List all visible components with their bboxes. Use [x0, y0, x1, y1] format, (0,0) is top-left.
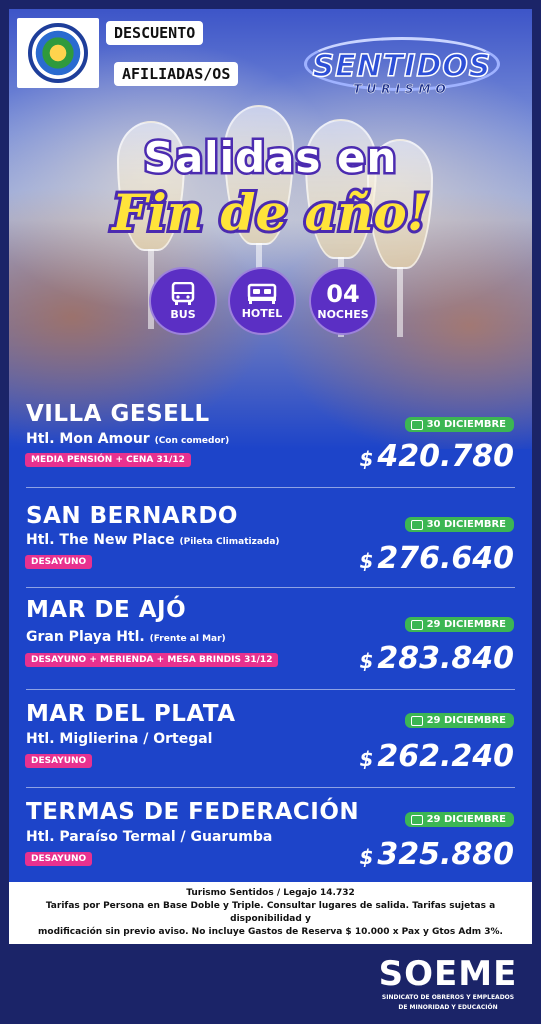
departure-date-badge: 29 DICIEMBRE — [404, 812, 514, 827]
price: $276.640 — [359, 541, 514, 576]
nights-number: 04 — [326, 279, 360, 308]
meal-plan-badge: DESAYUNO — [25, 555, 93, 569]
glass-image — [305, 119, 377, 259]
destination-hotel: Htl. Miglierina / Ortegal — [26, 731, 213, 747]
meal-plan-badge: MEDIA PENSIÓN + CENA 31/12 — [25, 453, 191, 467]
headline-line1: Salidas en — [141, 131, 399, 185]
destination-name: TERMAS DE FEDERACIÓN — [26, 799, 360, 825]
union-subtitle-1: SINDICATO DE OBREROS Y EMPLEADOS — [381, 994, 515, 1001]
brand-name: SENTIDOS — [312, 48, 492, 85]
destination-name: MAR DEL PLATA — [26, 701, 236, 727]
union-name: SOEME — [378, 954, 518, 994]
price: $420.780 — [359, 439, 514, 474]
union-logo: SOEME SINDICATO DE OBREROS Y EMPLEADOS D… — [373, 956, 523, 1012]
destination-hotel: Gran Playa Htl. (Frente al Mar) — [26, 629, 226, 645]
destination-name: VILLA GESELL — [26, 401, 210, 427]
bus-badge: BUS — [149, 267, 217, 335]
nights-badge: 04 NOCHES — [309, 267, 377, 335]
union-subtitle-2: DE MINORIDAD Y EDUCACIÓN — [398, 1004, 498, 1011]
bus-icon — [171, 281, 195, 305]
destination-hotel: Htl. Paraíso Termal / Guarumba — [26, 829, 273, 845]
glass-image — [367, 139, 433, 269]
divider — [26, 787, 515, 788]
nights-label: NOCHES — [317, 307, 369, 321]
hotel-badge: HOTEL — [228, 267, 296, 335]
price: $262.240 — [359, 739, 514, 774]
bus-icon — [410, 519, 423, 530]
bus-icon — [410, 619, 423, 630]
brand-logo: SENTIDOS TURISMO — [292, 35, 512, 97]
org-logo — [17, 18, 99, 88]
departure-date-badge: 29 DICIEMBRE — [404, 617, 514, 632]
terms-footer: Turismo Sentidos / Legajo 14.732 Tarifas… — [9, 882, 532, 944]
destination-hotel: Htl. Mon Amour (Con comedor) — [26, 431, 230, 447]
bus-icon — [410, 715, 423, 726]
meal-plan-badge: DESAYUNO — [25, 852, 93, 866]
flyer: DESCUENTO AFILIADAS/OS SENTIDOS TURISMO … — [9, 9, 532, 944]
bus-icon — [410, 419, 423, 430]
divider — [26, 689, 515, 690]
bed-icon — [247, 283, 277, 304]
departure-date-badge: 30 DICIEMBRE — [404, 417, 514, 432]
price: $325.880 — [359, 837, 514, 872]
divider — [26, 487, 515, 488]
destination-hotel: Htl. The New Place (Pileta Climatizada) — [26, 532, 280, 548]
departure-date-badge: 30 DICIEMBRE — [404, 517, 514, 532]
meal-plan-badge: DESAYUNO + MERIENDA + MESA BRINDIS 31/12 — [25, 653, 279, 667]
meal-plan-badge: DESAYUNO — [25, 754, 93, 768]
terms-line2: modificación sin previo aviso. No incluy… — [38, 927, 503, 937]
glass-image — [117, 121, 185, 251]
terms-line1: Tarifas por Persona en Base Doble y Trip… — [45, 901, 496, 924]
bus-label: BUS — [170, 307, 196, 321]
promo-label-line2: AFILIADAS/OS — [114, 62, 239, 86]
price: $283.840 — [359, 641, 514, 676]
promo-label-line1: DESCUENTO — [106, 21, 204, 45]
destination-name: SAN BERNARDO — [26, 503, 238, 529]
agency-license: Turismo Sentidos / Legajo 14.732 — [186, 888, 355, 898]
departure-date-badge: 29 DICIEMBRE — [404, 713, 514, 728]
divider — [26, 587, 515, 588]
destination-name: MAR DE AJÓ — [26, 597, 187, 623]
brand-subtitle: TURISMO — [353, 82, 451, 97]
bus-icon — [410, 814, 423, 825]
headline-line2: Fin de año! — [109, 180, 431, 245]
hotel-label: HOTEL — [241, 306, 283, 320]
